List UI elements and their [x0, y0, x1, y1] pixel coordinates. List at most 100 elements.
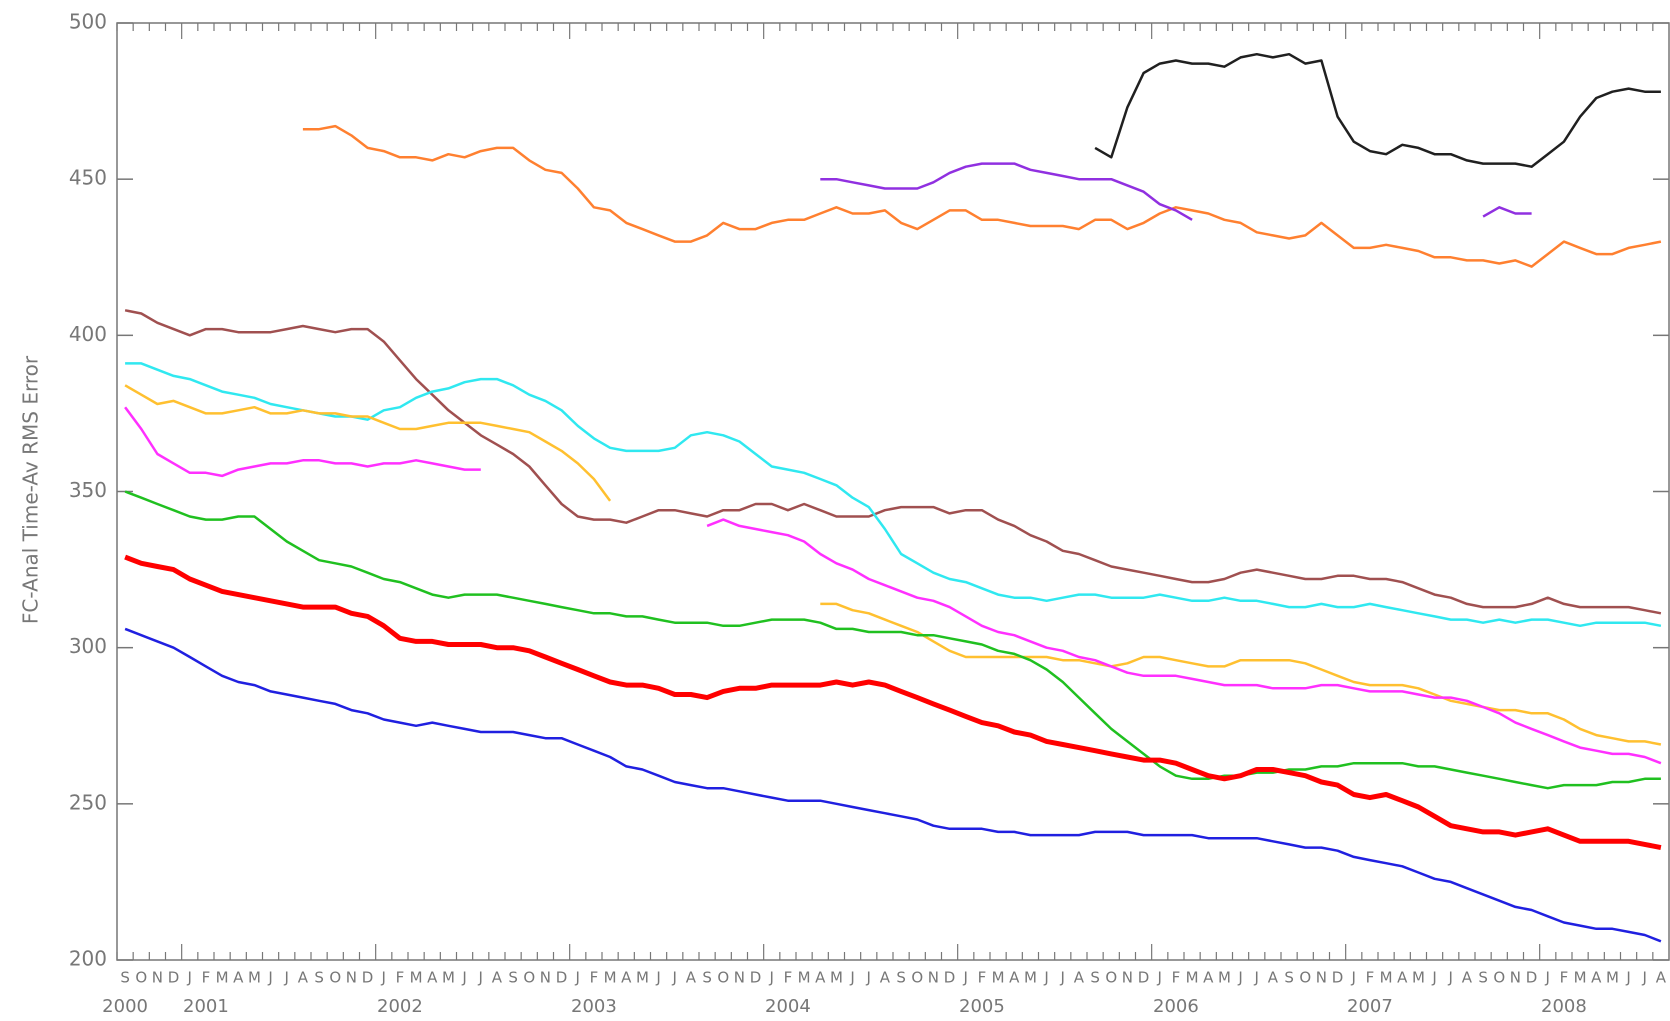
x-tick-label: M — [1574, 969, 1587, 987]
x-tick-label: A — [492, 969, 503, 987]
x-tick-label: M — [798, 969, 811, 987]
year-label: 2005 — [959, 996, 1005, 1017]
x-tick-label: J — [284, 969, 289, 987]
year-label: 2004 — [765, 996, 811, 1017]
x-tick-label: A — [1268, 969, 1279, 987]
y-tick-label: 250 — [69, 790, 107, 814]
x-tick-label: M — [216, 969, 229, 987]
series-line — [124, 627, 1662, 943]
x-tick-label: O — [1299, 969, 1311, 987]
x-tick-label: S — [1284, 969, 1294, 987]
x-tick-label: A — [621, 969, 632, 987]
y-tick-label: 300 — [69, 634, 107, 658]
y-tick-label: 350 — [69, 478, 107, 502]
x-tick-label: J — [963, 969, 968, 987]
x-tick-label: N — [734, 969, 745, 987]
series-line — [302, 124, 1662, 268]
x-tick-label: F — [1560, 969, 1569, 987]
x-tick-label: S — [896, 969, 906, 987]
x-tick-label: N — [1510, 969, 1521, 987]
year-label: 2002 — [377, 996, 423, 1017]
series-line — [124, 406, 1662, 765]
y-tick-label: 450 — [69, 166, 107, 190]
x-tick-label: J — [1642, 969, 1647, 987]
x-tick-label: O — [911, 969, 923, 987]
series-line — [1094, 52, 1661, 168]
x-tick-label: M — [1412, 969, 1425, 987]
x-tick-label: J — [672, 969, 677, 987]
x-tick-label: F — [590, 969, 599, 987]
x-tick-label: J — [655, 969, 660, 987]
x-tick-label: J — [461, 969, 466, 987]
x-tick-label: S — [508, 969, 518, 987]
series-line — [125, 362, 1662, 628]
x-tick-label: D — [750, 969, 762, 987]
x-tick-label: O — [1105, 969, 1117, 987]
x-tick-label: S — [314, 969, 324, 987]
x-tick-label: D — [1526, 969, 1538, 987]
x-tick-label: J — [1043, 969, 1048, 987]
x-tick-label: J — [1448, 969, 1453, 987]
x-tick-label: N — [1316, 969, 1327, 987]
x-tick-label: J — [769, 969, 774, 987]
x-tick-label: S — [1090, 969, 1100, 987]
x-tick-label: A — [1009, 969, 1020, 987]
x-tick-label: O — [523, 969, 535, 987]
year-label: 2007 — [1347, 996, 1393, 1017]
x-tick-label: J — [1254, 969, 1259, 987]
x-tick-label: N — [928, 969, 939, 987]
x-tick-label: F — [784, 969, 793, 987]
x-tick-label: M — [410, 969, 423, 987]
x-tick-label: A — [233, 969, 244, 987]
x-tick-label: M — [1218, 969, 1231, 987]
x-tick-label: D — [168, 969, 180, 987]
x-tick-label: M — [442, 969, 455, 987]
x-tick-label: F — [978, 969, 987, 987]
series-line — [820, 162, 1532, 221]
x-tick-label: A — [427, 969, 438, 987]
x-tick-label: D — [1332, 969, 1344, 987]
x-tick-label: J — [1157, 969, 1162, 987]
x-tick-label: J — [849, 969, 854, 987]
x-tick-label: S — [1478, 969, 1488, 987]
x-tick-label: F — [202, 969, 211, 987]
year-label: 2008 — [1541, 996, 1587, 1017]
x-tick-label: D — [1138, 969, 1150, 987]
x-tick-label: J — [1351, 969, 1356, 987]
x-tick-label: F — [1172, 969, 1181, 987]
x-tick-label: A — [686, 969, 697, 987]
x-tick-label: N — [346, 969, 357, 987]
year-label: 2000 — [102, 996, 148, 1017]
x-tick-label: A — [1656, 969, 1667, 987]
x-tick-label: S — [120, 969, 130, 987]
x-tick-label: M — [1606, 969, 1619, 987]
x-tick-label: J — [575, 969, 580, 987]
x-tick-label: S — [702, 969, 712, 987]
x-tick-label: F — [1366, 969, 1375, 987]
x-tick-label: O — [717, 969, 729, 987]
x-tick-label: A — [880, 969, 891, 987]
x-tick-label: M — [1380, 969, 1393, 987]
y-tick-label: 200 — [69, 947, 107, 971]
x-tick-label: A — [1203, 969, 1214, 987]
x-tick-label: J — [478, 969, 483, 987]
x-tick-label: A — [1591, 969, 1602, 987]
x-tick-label: M — [604, 969, 617, 987]
x-tick-label: N — [1122, 969, 1133, 987]
x-tick-label: A — [1397, 969, 1408, 987]
x-tick-label: J — [866, 969, 871, 987]
x-tick-label: F — [396, 969, 405, 987]
x-tick-label: A — [1074, 969, 1085, 987]
x-tick-label: O — [1493, 969, 1505, 987]
x-tick-label: J — [267, 969, 272, 987]
x-tick-label: J — [187, 969, 192, 987]
x-tick-label: M — [636, 969, 649, 987]
x-tick-label: M — [992, 969, 1005, 987]
x-tick-label: D — [556, 969, 568, 987]
x-tick-label: M — [830, 969, 843, 987]
series-line — [124, 384, 1662, 746]
x-tick-label: J — [1060, 969, 1065, 987]
x-tick-label: O — [135, 969, 147, 987]
series-line — [124, 554, 1662, 851]
x-tick-label: J — [1625, 969, 1630, 987]
